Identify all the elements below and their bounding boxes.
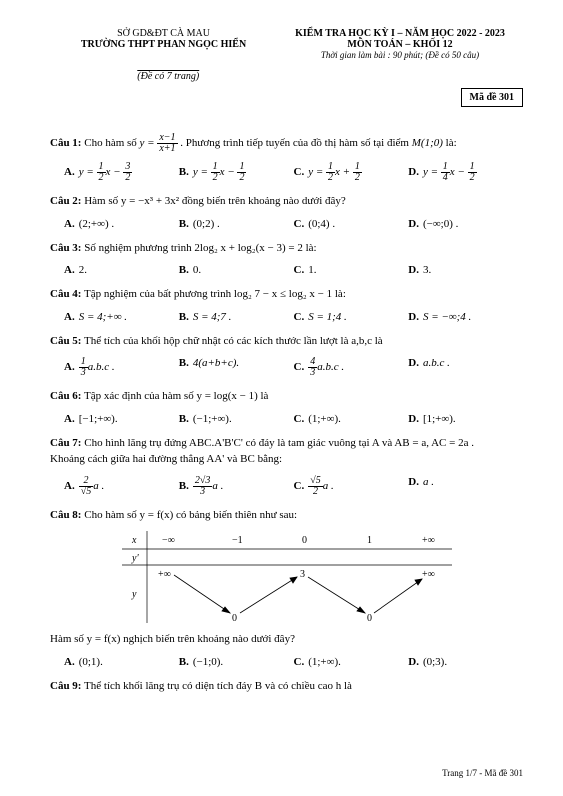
- pages-note: (Đề có 7 trang): [137, 71, 199, 82]
- q1-text-b: . Phương trình tiếp tuyến của đồ thị hàm…: [180, 137, 411, 149]
- q7-label: Câu 7:: [50, 437, 81, 449]
- vt-yval: y: [131, 589, 137, 600]
- q2-label: Câu 2:: [50, 195, 81, 207]
- school-label: TRƯỜNG THPT PHAN NGỌC HIỂN: [50, 39, 277, 50]
- question-2: Câu 2: Hàm số y = −x³ + 3x² đồng biến tr…: [50, 193, 523, 210]
- q1-opt-b: B.y = 12x − 12: [179, 162, 294, 183]
- q3-opt-a: A.2.: [64, 264, 179, 276]
- exam-code: Mã đề 301: [461, 88, 523, 107]
- q8-opt-d: D.(0;3).: [408, 656, 523, 668]
- q9-text: Thể tích khối lăng trụ có diện tích đáy …: [84, 680, 352, 692]
- q8-label: Câu 8:: [50, 509, 81, 521]
- q1-opt-c: C.y = 12x + 12: [294, 162, 409, 183]
- q8-opt-b: B.(−1;0).: [179, 656, 294, 668]
- q7-text2: Khoảng cách giữa hai đường thẳng AA' và …: [50, 453, 282, 465]
- q2-opt-a: A.(2;+∞) .: [64, 218, 179, 230]
- vt-topinf1: +∞: [158, 569, 171, 580]
- q7-opt-d: D.a .: [408, 476, 523, 497]
- q5-opt-b: B.4(a+b+c).: [179, 357, 294, 378]
- vt-minf: −∞: [162, 535, 175, 546]
- q4-opt-c: C.S = 1;4 .: [294, 311, 409, 323]
- vt-bot0a: 0: [232, 613, 237, 623]
- q3-opt-b: B.0.: [179, 264, 294, 276]
- q1-point: M(1;0): [412, 137, 443, 149]
- q5-label: Câu 5:: [50, 335, 81, 347]
- exam-title-1: KIỂM TRA HỌC KỲ I – NĂM HỌC 2022 - 2023: [277, 28, 523, 39]
- q7-opt-a: A.2√5a .: [64, 476, 179, 497]
- exam-title-2: MÔN TOÁN – KHỐI 12: [277, 39, 523, 50]
- q5-options: A.13a.b.c . B.4(a+b+c). C.43a.b.c . D.a.…: [64, 357, 523, 378]
- q2-opt-d: D.(−∞;0) .: [408, 218, 523, 230]
- q3-opt-c: C.1.: [294, 264, 409, 276]
- vt-topinf2: +∞: [422, 569, 435, 580]
- question-8: Câu 8: Cho hàm số y = f(x) có bảng biến …: [50, 507, 523, 524]
- vt-x: x: [131, 535, 137, 546]
- q1-opt-a: A.y = 12x − 32: [64, 162, 179, 183]
- q1-options: A.y = 12x − 32 B.y = 12x − 12 C.y = 12x …: [64, 162, 523, 183]
- q9-label: Câu 9:: [50, 680, 81, 692]
- question-4: Câu 4: Tập nghiệm của bất phương trình l…: [50, 286, 523, 303]
- q1-label: Câu 1:: [50, 137, 81, 149]
- q2-text: Hàm số y = −x³ + 3x² đồng biến trên khoả…: [84, 195, 346, 207]
- exam-time: Thời gian làm bài : 90 phút; (Đề có 50 c…: [277, 50, 523, 60]
- q2-options: A.(2;+∞) . B.(0;2) . C.(0;4) . D.(−∞;0) …: [64, 218, 523, 230]
- vt-1: 1: [367, 535, 372, 546]
- q6-text: Tập xác định của hàm số y = log(x − 1) l…: [84, 390, 268, 402]
- q4-label: Câu 4:: [50, 288, 81, 300]
- q3-options: A.2. B.0. C.1. D.3.: [64, 264, 523, 276]
- q6-options: A.[−1;+∞). B.(−1;+∞). C.(1;+∞). D.[1;+∞)…: [64, 413, 523, 425]
- vt-0: 0: [302, 535, 307, 546]
- question-3: Câu 3: Số nghiệm phương trình 2log₂ x + …: [50, 240, 523, 257]
- q4-options: A.S = 4;+∞ . B.S = 4;7 . C.S = 1;4 . D.S…: [64, 311, 523, 323]
- q4-text: Tập nghiệm của bất phương trình log₂ 7 −…: [84, 288, 346, 300]
- dept-label: SỞ GD&ĐT CÀ MAU: [50, 28, 277, 39]
- q6-opt-b: B.(−1;+∞).: [179, 413, 294, 425]
- q1-text-a: Cho hàm số: [84, 137, 139, 149]
- q3-opt-d: D.3.: [408, 264, 523, 276]
- q4-opt-a: A.S = 4;+∞ .: [64, 311, 179, 323]
- q1-text-c: là:: [446, 137, 457, 149]
- question-6: Câu 6: Tập xác định của hàm số y = log(x…: [50, 388, 523, 405]
- q5-opt-d: D.a.b.c .: [408, 357, 523, 378]
- q8-options: A.(0;1). B.(−1;0). C.(1;+∞). D.(0;3).: [64, 656, 523, 668]
- vt-yprime: y': [131, 553, 139, 564]
- q7-text1: Cho hình lăng trụ đứng ABC.A'B'C' có đáy…: [84, 437, 474, 449]
- question-5: Câu 5: Thể tích của khối hộp chữ nhật có…: [50, 333, 523, 350]
- q7-opt-c: C.√52a .: [294, 476, 409, 497]
- q5-opt-a: A.13a.b.c .: [64, 357, 179, 378]
- q6-opt-c: C.(1;+∞).: [294, 413, 409, 425]
- q3-text: Số nghiệm phương trình 2log₂ x + log₂(x …: [84, 242, 316, 254]
- q6-opt-a: A.[−1;+∞).: [64, 413, 179, 425]
- q7-opt-b: B.2√33a .: [179, 476, 294, 497]
- vt-m1: −1: [232, 535, 243, 546]
- q6-opt-d: D.[1;+∞).: [408, 413, 523, 425]
- q3-label: Câu 3:: [50, 242, 81, 254]
- vt-top3: 3: [300, 569, 305, 580]
- vt-pinf: +∞: [422, 535, 435, 546]
- q5-text: Thể tích của khối hộp chữ nhật có các kí…: [84, 335, 383, 347]
- q8-sub: Hàm số y = f(x) nghịch biến trên khoảng …: [50, 631, 523, 648]
- page-footer: Trang 1/7 - Mã đề 301: [442, 768, 523, 778]
- question-1: Câu 1: Cho hàm số y = x−1x+1 . Phương tr…: [50, 133, 523, 154]
- q2-opt-c: C.(0;4) .: [294, 218, 409, 230]
- q4-opt-d: D.S = −∞;4 .: [408, 311, 523, 323]
- variation-table: x −∞ −1 0 1 +∞ y' y +∞ 3 +∞ 0 0: [122, 531, 452, 623]
- q1-formula: y = x−1x+1: [140, 137, 178, 149]
- q5-opt-c: C.43a.b.c .: [294, 357, 409, 378]
- q8-opt-c: C.(1;+∞).: [294, 656, 409, 668]
- question-7: Câu 7: Cho hình lăng trụ đứng ABC.A'B'C'…: [50, 435, 523, 468]
- vt-bot0b: 0: [367, 613, 372, 623]
- question-9: Câu 9: Thể tích khối lăng trụ có diện tí…: [50, 678, 523, 695]
- q2-opt-b: B.(0;2) .: [179, 218, 294, 230]
- q8-text: Cho hàm số y = f(x) có bảng biến thiên n…: [84, 509, 297, 521]
- q7-options: A.2√5a . B.2√33a . C.√52a . D.a .: [64, 476, 523, 497]
- q8-opt-a: A.(0;1).: [64, 656, 179, 668]
- q6-label: Câu 6:: [50, 390, 81, 402]
- q4-opt-b: B.S = 4;7 .: [179, 311, 294, 323]
- q8-subtext: Hàm số y = f(x) nghịch biến trên khoảng …: [50, 633, 295, 645]
- q1-opt-d: D.y = 14x − 12: [408, 162, 523, 183]
